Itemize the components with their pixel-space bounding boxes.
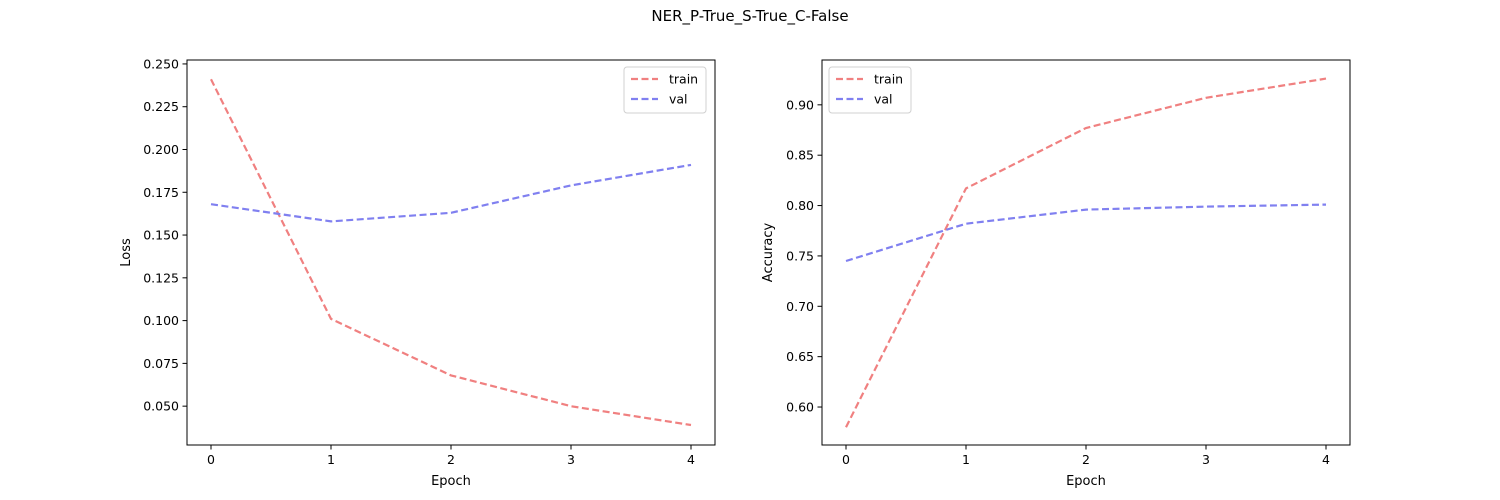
figure-title: NER_P-True_S-True_C-False [651, 7, 848, 26]
x-axis-label: Epoch [1066, 474, 1106, 489]
series-line-val [845, 203, 1327, 263]
x-tick-label: 2 [1082, 452, 1090, 467]
legend-label-train: train [874, 72, 903, 87]
series-line-val [210, 163, 692, 223]
y-axis-label: Loss [119, 238, 134, 267]
y-tick-label: 0.050 [143, 399, 179, 414]
x-tick-label: 1 [327, 452, 335, 467]
y-tick-label: 0.200 [143, 142, 179, 157]
x-tick-label: 0 [842, 452, 850, 467]
legend-label-val: val [874, 92, 893, 107]
x-tick-label: 4 [687, 452, 695, 467]
y-tick-label: 0.175 [143, 185, 179, 200]
x-tick-label: 4 [1322, 452, 1330, 467]
y-tick-label: 0.075 [143, 356, 179, 371]
legend: train val [623, 66, 707, 114]
subplot-1: 0 1 2 3 4 0.050 0.075 0.100 0.125 0.150 0.175 0.200… [119, 56, 716, 489]
y-tick-label: 0.80 [786, 198, 814, 213]
series-line-train [845, 77, 1327, 428]
legend-label-train: train [669, 72, 698, 87]
y-tick-label: 0.150 [143, 228, 179, 243]
legend: train val [828, 66, 912, 114]
subplot-2: 0 1 2 3 4 0.60 0.65 0.70 0.75 0.80 0.85 0.90 Epoch Ac… [761, 59, 1351, 489]
y-tick-label: 0.100 [143, 313, 179, 328]
series-line-train [210, 78, 692, 427]
y-tick-label: 0.225 [143, 99, 179, 114]
y-tick-label: 0.60 [786, 400, 814, 415]
legend-label-val: val [669, 92, 688, 107]
y-axis-label: Accuracy [761, 223, 776, 283]
axes-frame [186, 59, 716, 446]
y-tick-label: 0.70 [786, 299, 814, 314]
x-tick-label: 0 [207, 452, 215, 467]
y-tick-label: 0.90 [786, 97, 814, 112]
x-tick-label: 3 [567, 452, 575, 467]
y-tick-label: 0.85 [786, 148, 814, 163]
x-tick-label: 2 [447, 452, 455, 467]
y-tick-label: 0.125 [143, 270, 179, 285]
y-tick-label: 0.75 [786, 248, 814, 263]
y-tick-label: 0.250 [143, 56, 179, 71]
y-tick-label: 0.65 [786, 349, 814, 364]
x-tick-label: 1 [962, 452, 970, 467]
x-tick-label: 3 [1202, 452, 1210, 467]
axes-frame [821, 59, 1351, 446]
x-axis-label: Epoch [431, 474, 471, 489]
